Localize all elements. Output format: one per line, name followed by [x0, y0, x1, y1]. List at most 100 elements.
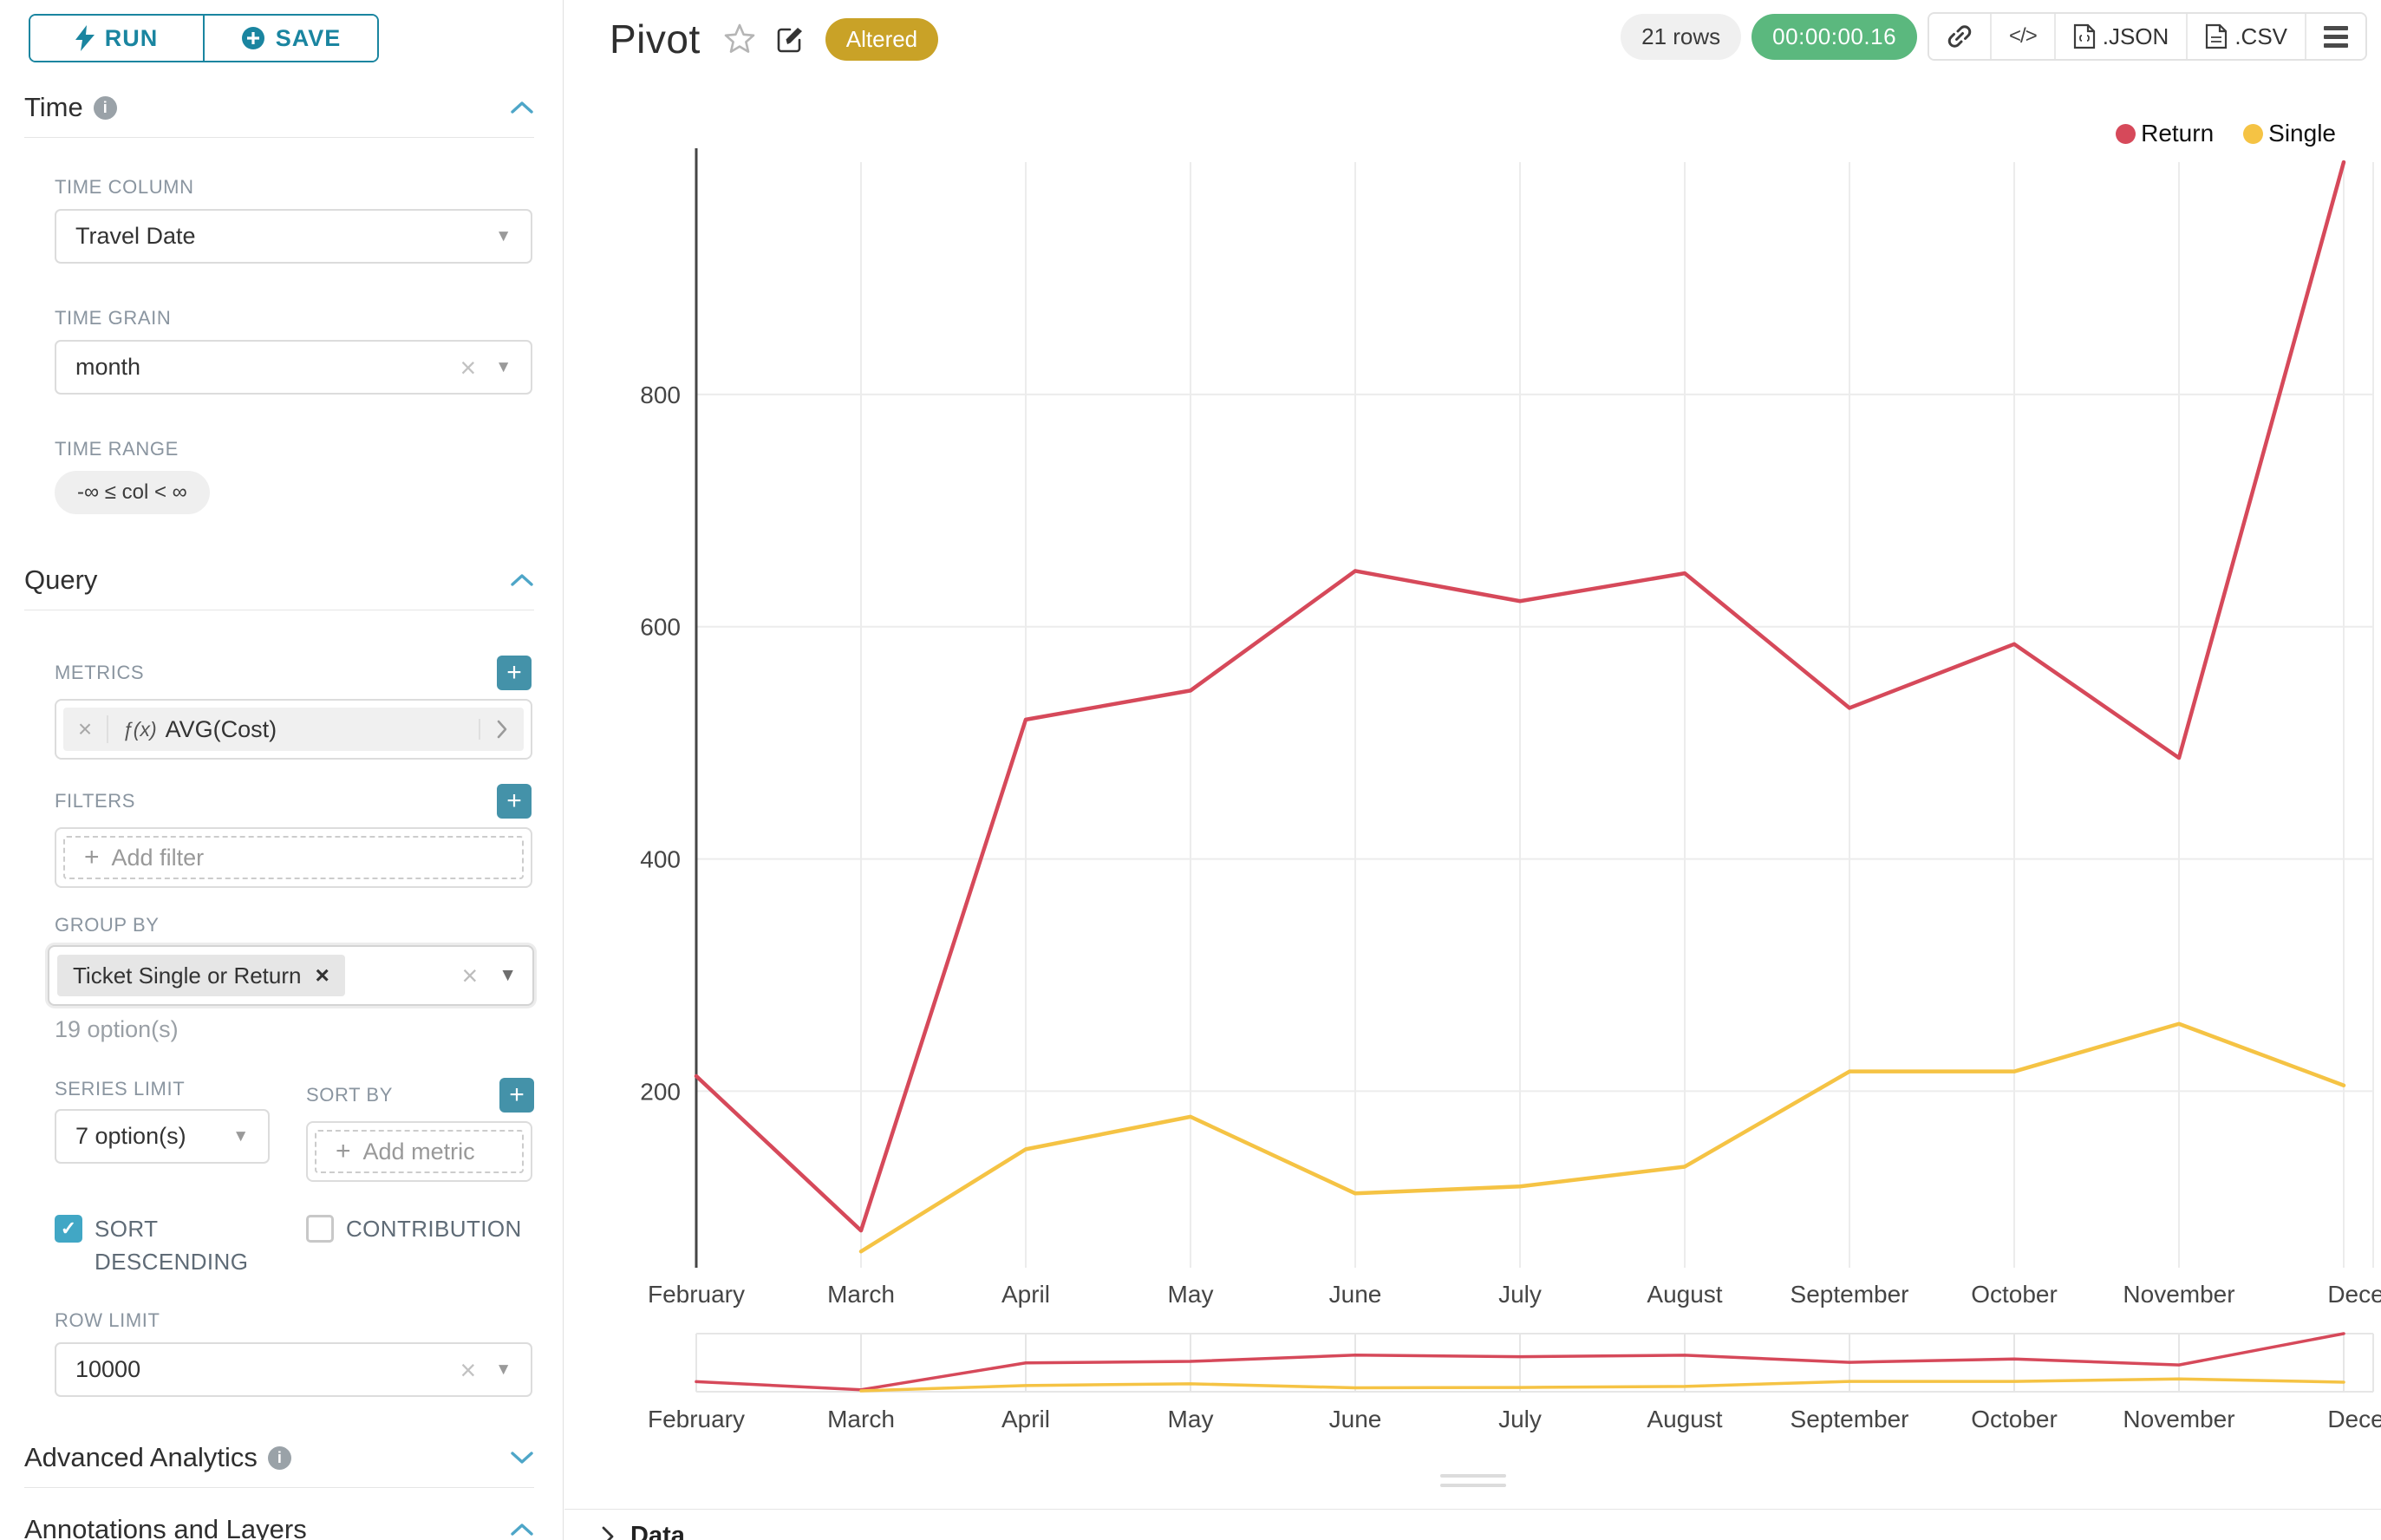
time-grain-select[interactable]: month × ▼: [55, 340, 532, 395]
metric-pill[interactable]: × ƒ(x) AVG(Cost): [63, 708, 524, 751]
time-section-title: Time: [24, 92, 83, 122]
svg-text:August: August: [1647, 1406, 1722, 1432]
svg-text:July: July: [1498, 1406, 1542, 1432]
copy-link-button[interactable]: [1929, 14, 1991, 59]
more-options-button[interactable]: [2305, 14, 2365, 59]
svg-text:November: November: [2123, 1281, 2234, 1308]
series-sort-row: SERIES LIMIT 7 option(s) ▼ SORT BY + + A…: [55, 1078, 534, 1182]
clear-icon[interactable]: ×: [460, 351, 477, 383]
legend-item-single[interactable]: Single: [2243, 120, 2336, 147]
metrics-box: × ƒ(x) AVG(Cost): [55, 699, 532, 760]
sort-descending-checkbox[interactable]: ✓ SORT DESCENDING: [55, 1213, 306, 1278]
time-column-label: TIME COLUMN: [55, 176, 194, 198]
chevron-right-icon: [497, 720, 507, 739]
svg-text:March: March: [827, 1406, 895, 1432]
time-range-pill[interactable]: -∞ ≤ col < ∞: [55, 471, 210, 514]
row-count-badge: 21 rows: [1621, 13, 1742, 60]
legend-dot-return: [2116, 123, 2136, 144]
time-section-header[interactable]: Time i: [24, 92, 534, 138]
run-button[interactable]: RUN: [30, 16, 203, 61]
expand-metric-button[interactable]: [479, 719, 524, 740]
group-by-select[interactable]: Ticket Single or Return × × ▼: [48, 945, 534, 1006]
run-save-button-group: RUN SAVE: [29, 14, 379, 62]
chart-panel: Pivot Altered 21 rows 00:00:00.16 </>: [564, 0, 2381, 1540]
sort-descending-label: SORT DESCENDING: [95, 1216, 249, 1275]
time-range-label: TIME RANGE: [55, 438, 179, 460]
chevron-up-icon[interactable]: [510, 101, 534, 114]
checkbox-unchecked-icon[interactable]: [306, 1215, 334, 1243]
export-csv-button[interactable]: .CSV: [2186, 14, 2305, 59]
series-limit-select[interactable]: 7 option(s) ▼: [55, 1109, 270, 1164]
svg-text:Dece: Dece: [2327, 1406, 2381, 1432]
time-column-select[interactable]: Travel Date ▼: [55, 209, 532, 264]
remove-tag-icon[interactable]: ×: [315, 962, 329, 989]
svg-text:800: 800: [640, 382, 681, 408]
add-sort-metric-dropzone[interactable]: + Add metric: [315, 1130, 524, 1173]
legend-label-return: Return: [2141, 120, 2215, 147]
svg-text:200: 200: [640, 1078, 681, 1105]
altered-badge[interactable]: Altered: [825, 17, 939, 61]
hamburger-menu-icon: [2324, 25, 2348, 48]
clear-icon[interactable]: ×: [461, 960, 479, 991]
export-csv-label: .CSV: [2234, 23, 2287, 49]
add-sort-metric-button[interactable]: +: [499, 1078, 534, 1113]
row-limit-value: 10000: [75, 1356, 141, 1383]
metric-name: AVG(Cost): [165, 715, 277, 742]
row-limit-select[interactable]: 10000 × ▼: [55, 1342, 532, 1398]
svg-text:October: October: [1971, 1406, 2058, 1432]
add-metric-button[interactable]: +: [497, 656, 532, 690]
legend-label-single: Single: [2268, 120, 2336, 147]
control-panel: RUN SAVE Time i TIME COLUMN Travel Date …: [0, 0, 564, 1540]
save-button-label: SAVE: [275, 24, 342, 51]
header-actions: 21 rows 00:00:00.16 </> .JSON .: [1621, 12, 2367, 61]
caret-down-icon: ▼: [495, 226, 512, 245]
series-limit-label: SERIES LIMIT: [55, 1078, 186, 1100]
svg-text:October: October: [1971, 1281, 2058, 1308]
data-panel: Data: [564, 1509, 2381, 1540]
legend-item-return[interactable]: Return: [2116, 120, 2214, 147]
chevron-up-icon[interactable]: [510, 573, 534, 587]
plus-circle-icon: [241, 27, 264, 49]
query-section-header[interactable]: Query: [24, 564, 534, 610]
remove-metric-icon[interactable]: ×: [63, 715, 108, 743]
svg-text:June: June: [1329, 1281, 1382, 1308]
add-filter-dropzone[interactable]: + Add filter: [63, 836, 524, 879]
contribution-checkbox[interactable]: CONTRIBUTION: [306, 1213, 522, 1278]
query-timer-badge: 00:00:00.16: [1752, 13, 1918, 60]
chevron-up-icon[interactable]: [510, 1523, 534, 1537]
caret-down-icon: ▼: [232, 1126, 249, 1145]
advanced-analytics-title: Advanced Analytics: [24, 1442, 258, 1473]
range-selector-chart[interactable]: February March April May June July August Septe…: [564, 1327, 2381, 1474]
svg-text:June: June: [1329, 1406, 1382, 1432]
svg-text:September: September: [1791, 1281, 1909, 1308]
lightning-icon: [75, 25, 95, 51]
svg-text:July: July: [1498, 1281, 1542, 1308]
annotations-layers-header[interactable]: Annotations and Layers: [24, 1514, 534, 1540]
info-icon[interactable]: i: [93, 95, 117, 120]
data-section-toggle[interactable]: Data: [564, 1510, 2381, 1540]
advanced-analytics-header[interactable]: Advanced Analytics i: [24, 1442, 534, 1489]
svg-text:April: April: [1001, 1406, 1050, 1432]
svg-text:May: May: [1168, 1281, 1214, 1308]
embed-code-button[interactable]: </>: [1990, 14, 2054, 59]
data-section-title: Data: [630, 1522, 685, 1540]
info-icon[interactable]: i: [267, 1445, 291, 1470]
star-icon[interactable]: [723, 23, 756, 55]
chevron-down-icon[interactable]: [510, 1451, 534, 1465]
add-filter-button[interactable]: +: [497, 784, 532, 819]
function-icon: ƒ(x): [122, 717, 157, 741]
panel-resize-handle[interactable]: [1440, 1474, 1506, 1493]
filters-label: FILTERS: [55, 790, 136, 812]
group-by-label: GROUP BY: [55, 914, 160, 936]
save-button[interactable]: SAVE: [203, 16, 377, 61]
clear-icon[interactable]: ×: [460, 1354, 477, 1386]
time-grain-value: month: [75, 354, 141, 380]
checkbox-checked-icon[interactable]: ✓: [55, 1215, 82, 1243]
line-chart: 200 400 600 800 February March April May June Jul…: [640, 148, 2381, 1308]
export-json-button[interactable]: .JSON: [2053, 14, 2187, 59]
group-by-tag: Ticket Single or Return ×: [57, 955, 345, 996]
edit-icon[interactable]: [775, 24, 805, 54]
sort-by-box: + Add metric: [306, 1121, 532, 1182]
svg-text:November: November: [2123, 1406, 2234, 1432]
